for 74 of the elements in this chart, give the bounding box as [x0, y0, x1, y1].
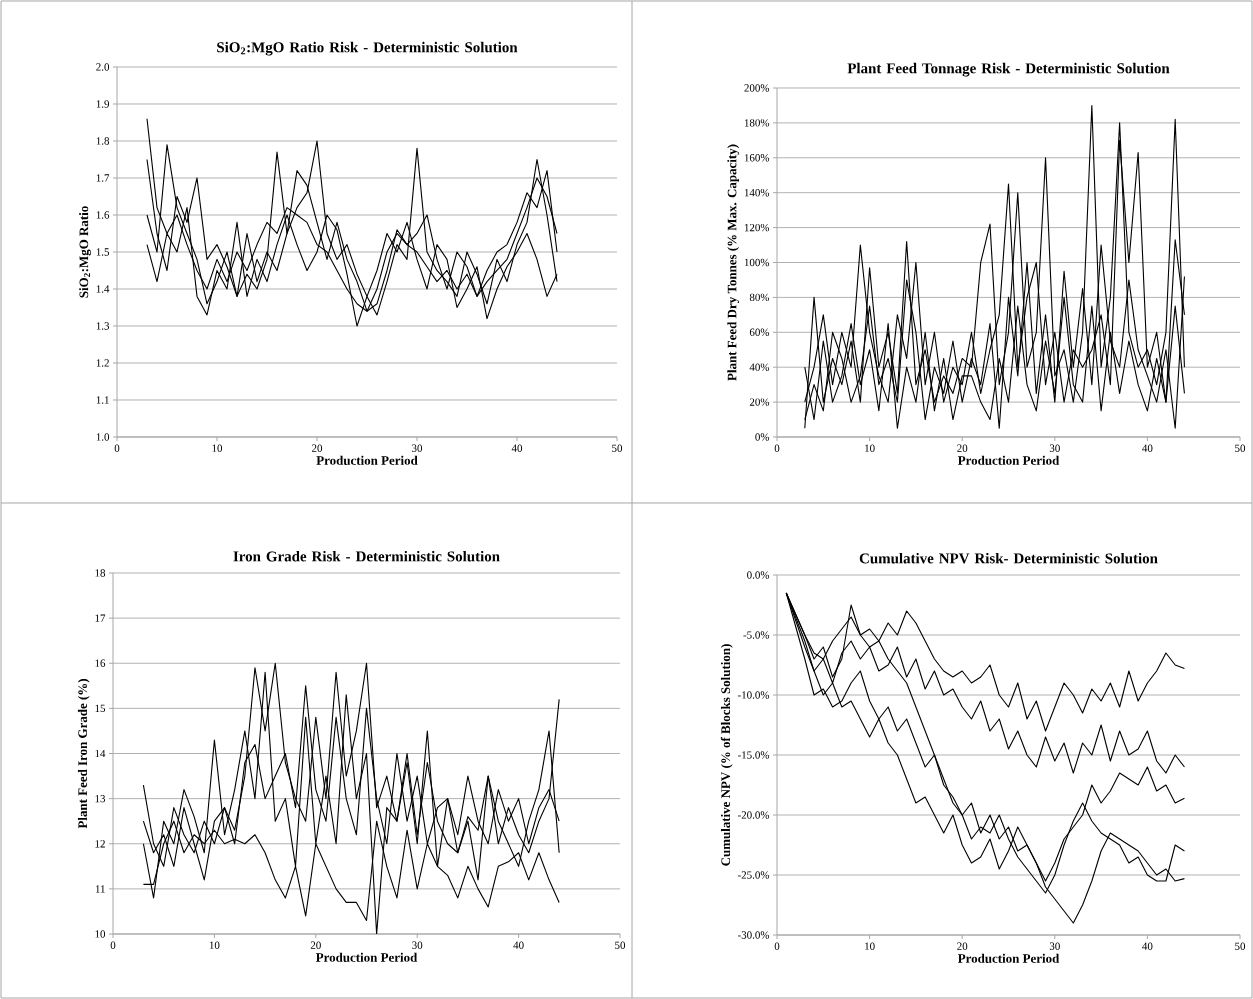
- y-tick-label: 0%: [755, 433, 770, 441]
- y-tick-label: 15: [95, 704, 106, 713]
- x-tick-label: 0: [114, 444, 120, 452]
- y-tick-label: 140%: [744, 188, 770, 197]
- x-axis-title: Production Period: [957, 953, 1060, 963]
- x-tick-label: 0: [774, 942, 780, 950]
- y-tick-label: -10.0%: [737, 691, 770, 699]
- y-tick-label: 2.0: [96, 63, 110, 71]
- y-tick-label: 13: [95, 794, 106, 803]
- y-tick-label: 14: [95, 749, 106, 758]
- y-tick-label: 1.6: [96, 211, 110, 219]
- y-tick-label: -30.0%: [737, 931, 770, 939]
- y-tick-label: 0.0%: [747, 571, 770, 579]
- y-tick-label: 20%: [749, 398, 770, 406]
- y-axis-title: SiO$_{2}$:MgO Ratio: [79, 206, 91, 298]
- x-tick-label: 10: [209, 941, 220, 949]
- y-tick-label: 40%: [749, 363, 770, 371]
- y-tick-label: 1.7: [96, 174, 110, 182]
- y-tick-label: 16: [95, 659, 106, 667]
- y-tick-label: 17: [95, 614, 106, 622]
- y-tick-label: 1.1: [96, 396, 109, 404]
- y-tick-label: 120%: [744, 223, 770, 232]
- x-tick-label: 30: [1049, 444, 1060, 452]
- y-tick-label: 1.5: [96, 248, 110, 256]
- chart-title: Cumulative NPV Risk- Deterministic Solution: [859, 552, 1158, 564]
- x-tick-label: 0: [774, 444, 780, 452]
- x-tick-label: 50: [1235, 942, 1246, 950]
- chart-title: SiO$_{2}$:MgO Ratio Risk - Deterministic Solution: [217, 41, 518, 56]
- x-tick-label: 30: [1049, 942, 1060, 950]
- y-tick-label: 1.9: [96, 100, 110, 108]
- x-tick-label: 30: [412, 941, 423, 949]
- y-tick-label: 100%: [744, 258, 770, 267]
- y-tick-label: 180%: [744, 119, 770, 127]
- y-axis-title: Cumulative NPV (% of Blocks Solution): [720, 644, 733, 866]
- y-tick-label: -15.0%: [737, 751, 770, 759]
- x-axis-title: Production Period: [957, 455, 1060, 465]
- x-tick-label: 20: [957, 942, 968, 950]
- y-tick-label: 1.3: [96, 322, 110, 330]
- x-tick-label: 50: [615, 941, 626, 949]
- chart-title: Iron Grade Risk - Deterministic Solution: [233, 550, 500, 562]
- y-axis-title: Plant Feed Iron Grade (%): [77, 679, 90, 829]
- y-tick-label: 12: [95, 840, 105, 848]
- x-tick-label: 0: [110, 941, 116, 949]
- y-tick-label: 60%: [749, 328, 770, 336]
- y-tick-label: 1.4: [96, 285, 110, 293]
- x-tick-label: 30: [412, 444, 423, 452]
- chart-title: Plant Feed Tonnage Risk - Deterministic Solution: [847, 62, 1170, 77]
- x-tick-label: 20: [310, 941, 321, 949]
- x-tick-label: 20: [312, 444, 323, 452]
- y-tick-label: 18: [95, 569, 106, 577]
- y-tick-label: 1.0: [96, 433, 110, 441]
- y-tick-label: 11: [95, 885, 105, 893]
- y-tick-label: -5.0%: [743, 631, 770, 639]
- y-tick-label: 200%: [744, 84, 770, 92]
- x-tick-label: 10: [865, 444, 875, 452]
- x-tick-label: 50: [612, 444, 623, 452]
- y-axis-title: Plant Feed Dry Tonnes (% Max. Capacity): [727, 144, 740, 381]
- x-tick-label: 40: [1142, 942, 1153, 950]
- y-tick-label: -20.0%: [737, 811, 770, 819]
- y-tick-label: 80%: [749, 293, 770, 302]
- x-tick-label: 20: [957, 444, 968, 452]
- y-tick-label: 160%: [744, 154, 770, 162]
- x-tick-label: 40: [511, 444, 523, 452]
- y-tick-label: 1.2: [96, 359, 109, 367]
- x-axis-title: Production Period: [315, 952, 418, 962]
- y-tick-label: -25.0%: [737, 871, 770, 879]
- y-tick-label: 10: [95, 930, 106, 938]
- y-tick-label: 1.8: [96, 137, 110, 145]
- x-tick-label: 40: [513, 941, 524, 949]
- x-tick-label: 40: [1142, 444, 1153, 452]
- x-tick-label: 50: [1235, 444, 1246, 452]
- x-axis-title: Production Period: [316, 455, 418, 465]
- x-tick-label: 10: [212, 444, 223, 452]
- x-tick-label: 10: [865, 942, 875, 950]
